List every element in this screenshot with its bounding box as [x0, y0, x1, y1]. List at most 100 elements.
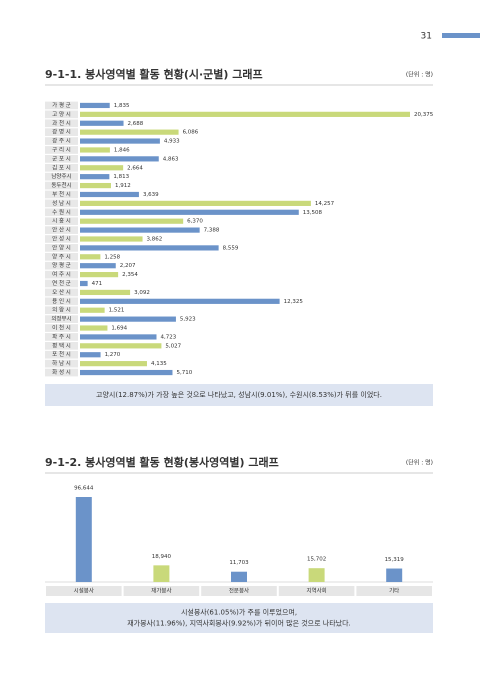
label-cell	[45, 315, 78, 323]
category-label: 오 산 시	[52, 288, 71, 296]
value-label: 4,863	[163, 156, 179, 162]
bar	[80, 263, 116, 269]
note-box	[45, 603, 433, 633]
bar	[80, 369, 173, 376]
category-label: 여 주 시	[52, 270, 71, 278]
value-label: 4,135	[151, 361, 167, 367]
category-label: 이 천 시	[52, 324, 71, 332]
bar	[80, 334, 157, 340]
label-cell	[45, 110, 78, 119]
bar	[80, 325, 108, 331]
value-label: 2,688	[128, 121, 144, 127]
label-cell	[45, 288, 78, 297]
label-cell	[45, 306, 78, 315]
label-cell	[45, 297, 78, 306]
value-label: 6,086	[183, 130, 199, 136]
label-cell	[45, 101, 78, 110]
bar	[80, 191, 139, 198]
label-cell	[45, 190, 78, 199]
label-cell	[45, 244, 78, 252]
label-cell	[45, 119, 78, 128]
value-label: 1,521	[109, 308, 125, 314]
label-cell	[45, 350, 78, 359]
note-text: 고양시(12.87%)가 가장 높은 것으로 나타났고, 성남시(9.01%),…	[96, 390, 382, 399]
note-text: 시설봉사(61.05%)가 주를 이루었으며,	[181, 608, 297, 617]
bar	[80, 289, 131, 296]
category-label: 부 천 시	[52, 190, 71, 198]
label-cell	[278, 586, 355, 596]
bar	[80, 352, 101, 358]
value-label: 1,270	[105, 352, 121, 358]
label-cell	[45, 155, 78, 163]
category-label: 하 남 시	[52, 359, 71, 367]
category-label: 연 천 군	[52, 279, 71, 287]
value-label: 3,639	[143, 192, 159, 198]
category-label: 의정부시	[51, 316, 71, 323]
bar	[80, 102, 110, 109]
value-label: 12,325	[284, 299, 304, 305]
category-label: 화 성 시	[52, 368, 71, 376]
bar	[80, 307, 105, 313]
bar	[80, 254, 101, 260]
category-label: 지역사회	[306, 587, 326, 595]
category-label: 김 포 시	[52, 164, 71, 171]
category-label: 양 주 시	[52, 252, 71, 260]
label-cell	[45, 199, 78, 208]
label-cell	[45, 270, 78, 279]
value-label: 13,508	[303, 210, 323, 216]
bar	[80, 182, 111, 189]
label-cell	[45, 181, 78, 190]
category-label: 의 왕 시	[52, 306, 71, 314]
value-label: 1,694	[111, 326, 127, 332]
category-label: 광 주 시	[52, 138, 71, 145]
category-label: 구 리 시	[52, 145, 71, 153]
value-label: 2,664	[127, 165, 143, 171]
label-cell	[45, 235, 78, 243]
bar	[80, 272, 119, 278]
value-label: 6,370	[187, 219, 203, 225]
category-label: 안 성 시	[52, 235, 71, 243]
category-label: 광 명 시	[52, 129, 71, 136]
label-cell	[45, 261, 78, 270]
label-cell	[45, 359, 78, 368]
label-cell	[45, 208, 78, 217]
label-cell	[46, 586, 122, 596]
page-number: 31	[421, 32, 432, 42]
category-label: 시 흥 시	[52, 217, 71, 225]
label-cell	[45, 217, 78, 226]
value-label: 4,933	[164, 139, 180, 145]
bar	[80, 129, 179, 135]
bar	[80, 280, 88, 287]
value-label: 1,835	[114, 103, 130, 109]
value-label: 3,862	[147, 237, 163, 243]
category-label: 군 포 시	[52, 155, 71, 162]
page-tab	[442, 33, 480, 38]
bar	[80, 343, 162, 349]
value-label: 3,092	[134, 290, 150, 296]
value-label: 5,710	[176, 370, 192, 376]
category-label: 과 천 시	[52, 119, 71, 127]
unit-label: (단위 : 명)	[406, 71, 433, 79]
value-label: 7,388	[204, 228, 220, 234]
bar	[308, 568, 325, 582]
value-label: 5,027	[165, 343, 181, 349]
label-cell	[45, 226, 78, 234]
category-label: 동두천시	[51, 181, 71, 189]
value-label: 96,644	[74, 486, 94, 492]
bar	[153, 565, 170, 582]
category-label: 기타	[389, 587, 399, 595]
category-label: 전문봉사	[229, 587, 249, 595]
label-cell	[45, 128, 78, 137]
label-cell	[201, 586, 277, 596]
chart-title: 9-1-1. 봉사영역별 활동 현황(시·군별) 그래프	[45, 67, 263, 81]
unit-label: (단위 : 명)	[406, 459, 433, 467]
value-label: 1,912	[115, 183, 131, 189]
chart-title: 9-1-2. 봉사영역별 활동 현황(봉사영역별) 그래프	[45, 455, 279, 469]
value-label: 2,354	[122, 272, 138, 278]
label-cell	[45, 341, 78, 350]
bar	[80, 227, 200, 233]
label-cell	[45, 279, 78, 288]
category-label: 성 남 시	[52, 199, 71, 207]
bar	[75, 497, 92, 582]
